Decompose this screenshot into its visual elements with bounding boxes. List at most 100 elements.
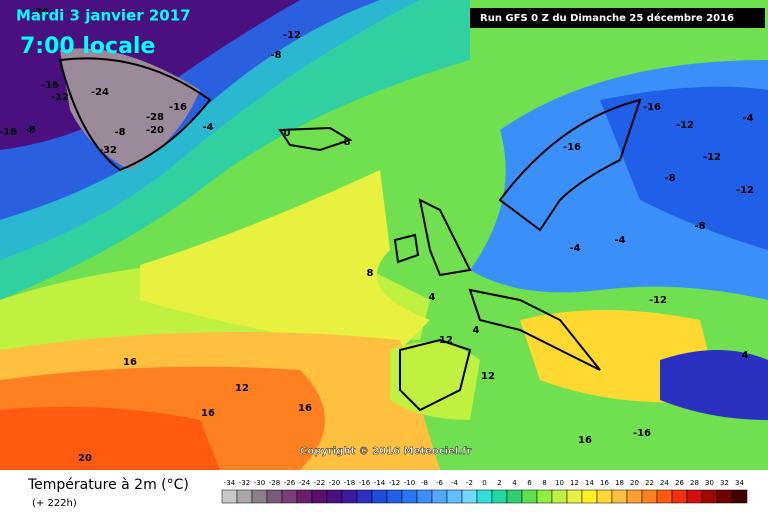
map-label: -12 [283,30,301,41]
map-label: -24 [91,87,109,98]
map-label: -8 [24,125,35,136]
legend-swatch [221,489,238,504]
map-labels: -20-12-8-16-12 -24-8-28-20-32-16 -8-16-40-… [0,7,754,464]
legend-swatch [356,489,373,504]
legend-swatch [656,489,673,504]
map-label: -16 [0,127,17,138]
legend-swatch [311,489,328,504]
legend-label: 30 [705,479,714,487]
legend-label: 10 [555,479,564,487]
map [0,0,768,470]
legend-label: -2 [466,479,473,487]
map-label: -16 [633,428,651,439]
lead-time: (+ 222h) [32,498,77,509]
map-label: -8 [114,127,125,138]
map-label: 4 [742,350,749,361]
legend-swatch [731,489,748,504]
legend-label: -34 [224,479,236,487]
legend-label: 24 [660,479,669,487]
legend-label: -30 [254,479,265,487]
legend-swatch [386,489,403,504]
legend-label: -10 [404,479,415,487]
legend-label: -22 [314,479,325,487]
legend-swatch [431,489,448,504]
legend-label: 0 [482,479,486,487]
legend-swatch [266,489,283,504]
legend-swatch [491,489,508,504]
map-label: -20 [146,125,164,136]
legend-swatch [506,489,523,504]
map-label: -20 [31,7,49,18]
legend-label: 22 [645,479,654,487]
forecast-date: Mardi 3 janvier 2017 [16,7,191,25]
map-label: -8 [339,137,350,148]
legend-label: -8 [421,479,428,487]
map-label: 20 [78,453,92,464]
legend-swatch [236,489,253,504]
legend-label: 8 [542,479,546,487]
map-label: 4 [429,292,436,303]
legend-label: 20 [630,479,639,487]
map-label: -12 [736,185,754,196]
map-label: -4 [202,122,213,133]
legend-label: 6 [527,479,532,487]
map-label: -8 [270,50,281,61]
map-label: -16 [563,142,581,153]
copyright: Copyright © 2016 Meteociel.fr [300,446,471,457]
legend-swatch [296,489,313,504]
variable-title: Température à 2m (°C) [27,477,189,493]
map-label: -8 [694,221,705,232]
legend-label: -24 [299,479,311,487]
legend-swatch [596,489,613,504]
map-label: -16 [41,80,59,91]
legend-swatch [251,489,268,504]
map-label: 4 [473,325,480,336]
map-label: -16 [643,102,661,113]
legend-label: 12 [570,479,579,487]
legend-swatch [611,489,628,504]
legend-swatch [536,489,553,504]
legend-swatch [551,489,568,504]
legend-swatch [416,489,433,504]
legend-label: 26 [675,479,684,487]
legend-swatch [341,489,358,504]
legend-label: -28 [269,479,280,487]
map-label: 16 [201,408,215,419]
legend-label: -26 [284,479,296,487]
legend-label: -16 [359,479,371,487]
legend-label: 34 [735,479,744,487]
legend-swatch [461,489,478,504]
legend-label: 18 [615,479,624,487]
forecast-time: 7:00 locale [20,34,155,59]
legend-label: 14 [585,479,594,487]
legend-label: -14 [374,479,386,487]
map-label: 12 [481,371,495,382]
legend-label: -12 [389,479,400,487]
legend-label: 2 [497,479,501,487]
map-label: -4 [742,113,753,124]
map-label: 16 [578,435,592,446]
legend-label: -20 [329,479,340,487]
run-box [470,8,765,28]
legend-label: 32 [720,479,729,487]
map-label: 8 [367,268,374,279]
legend-swatch [371,489,388,504]
legend-swatch [326,489,343,504]
map-label: -16 [169,102,187,113]
legend-swatch [641,489,658,504]
map-label: 16 [298,403,312,414]
legend-swatch [701,489,718,504]
legend-label: -18 [344,479,355,487]
run-info: Run GFS 0 Z du Dimanche 25 décembre 2016 [480,12,734,24]
legend-swatch [581,489,598,504]
legend-swatch [566,489,583,504]
legend-swatch [476,489,493,504]
legend-swatch [671,489,688,504]
legend-label: -4 [451,479,459,487]
map-label: 12 [235,383,249,394]
legend-label: -6 [436,479,444,487]
legend-swatch [626,489,643,504]
legend-label: 28 [690,479,699,487]
map-label: -12 [676,120,694,131]
map-label: -28 [146,112,164,123]
